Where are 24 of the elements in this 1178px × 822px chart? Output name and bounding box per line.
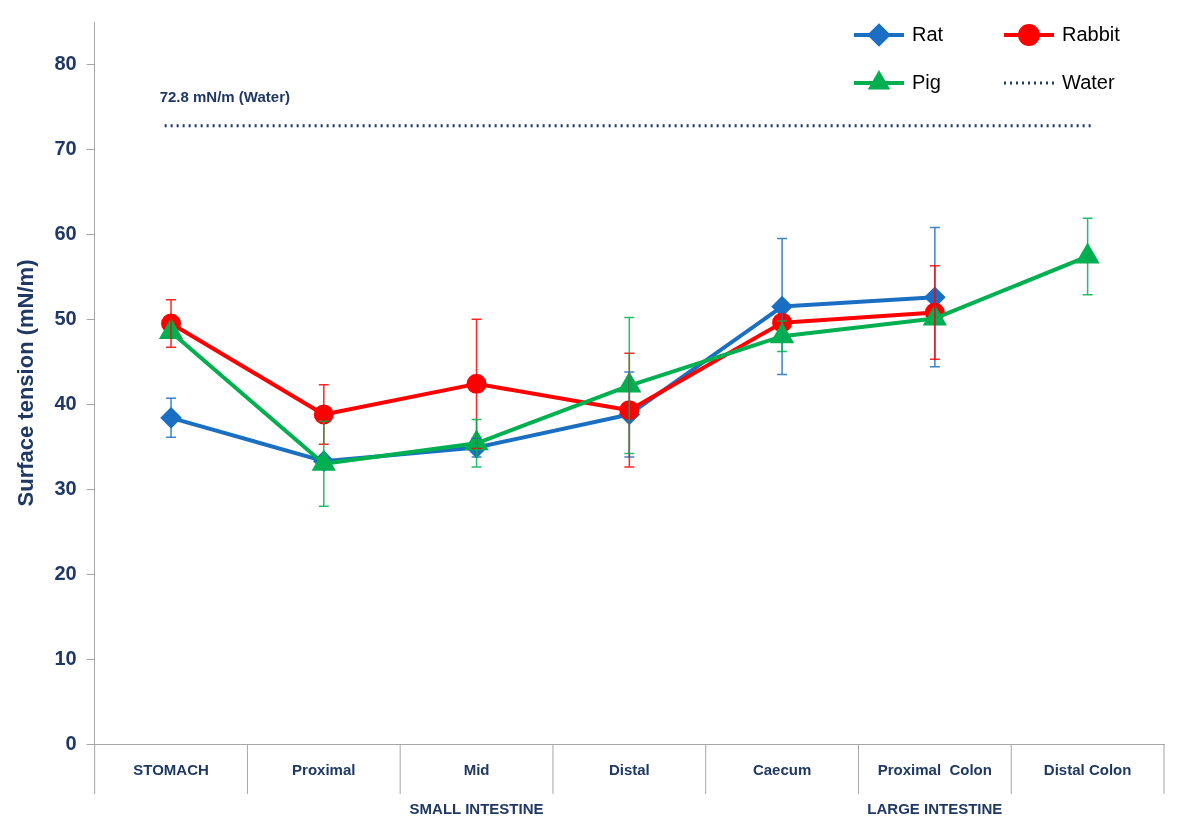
x-tick-label: Proximal Colon bbox=[877, 761, 992, 779]
annotation: 72.8 mN/m (Water) bbox=[159, 87, 290, 105]
x-tick-label: Proximal bbox=[292, 761, 356, 779]
legend-label: Rat bbox=[912, 22, 944, 45]
x-tick-label: Distal bbox=[608, 761, 650, 779]
y-tick-label: 30 bbox=[54, 476, 77, 499]
y-tick-label: 0 bbox=[65, 731, 77, 754]
y-tick-label: 40 bbox=[54, 391, 77, 414]
text: LARGE INTESTINE bbox=[867, 800, 1003, 818]
y-tick-label: 50 bbox=[54, 306, 77, 329]
y-tick-label: 70 bbox=[54, 136, 77, 159]
y-tick-label: 20 bbox=[54, 561, 77, 584]
x-tick-label: Mid bbox=[463, 761, 490, 779]
legend-label: Rabbit bbox=[1062, 22, 1121, 45]
x-tick-label: Distal Colon bbox=[1043, 761, 1132, 779]
x-tick-label: STOMACH bbox=[133, 761, 209, 779]
y-tick-label: 60 bbox=[54, 221, 77, 244]
legend-label: Pig bbox=[912, 70, 941, 93]
y-axis-title: Surface tension (mN/m) bbox=[13, 259, 39, 507]
x-tick-label: Caecum bbox=[752, 761, 812, 779]
legend-label: Water bbox=[1062, 70, 1115, 93]
text: SMALL INTESTINE bbox=[409, 800, 544, 818]
y-tick-label: 80 bbox=[54, 51, 77, 74]
y-tick-label: 10 bbox=[54, 646, 77, 669]
